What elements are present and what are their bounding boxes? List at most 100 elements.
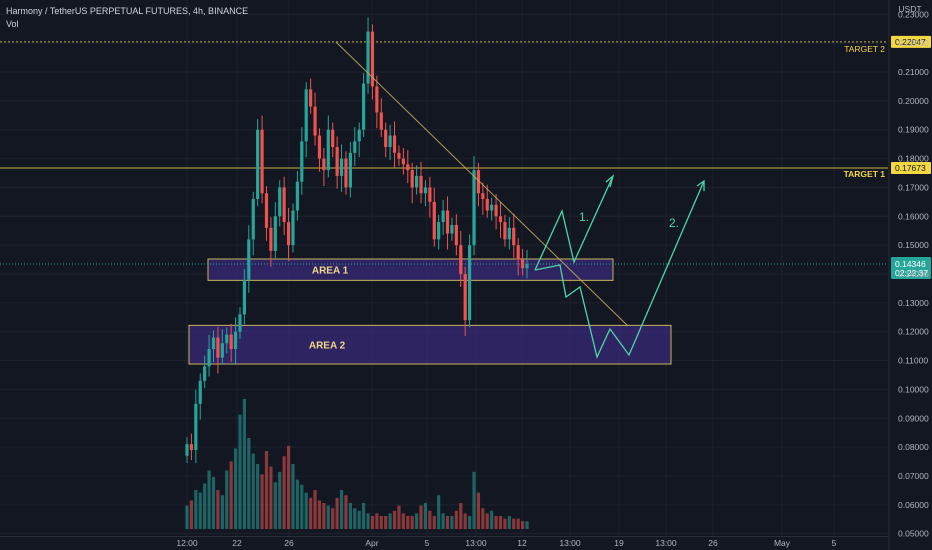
volume-bar: [490, 510, 494, 529]
volume-bar: [304, 492, 308, 529]
target-price-tag: [891, 162, 931, 175]
symbol-title[interactable]: Harmony / TetherUS PERPETUAL FUTURES, 4h…: [6, 6, 249, 16]
volume-label[interactable]: Vol: [6, 19, 19, 29]
candle-body: [406, 164, 410, 171]
volume-bar: [339, 490, 344, 529]
candle-body: [304, 89, 308, 142]
volume-bar: [419, 505, 423, 529]
candle-body: [437, 222, 441, 240]
x-tick-label: 26: [708, 538, 718, 548]
volume-bar: [295, 479, 299, 529]
volume-bar: [406, 516, 410, 529]
volume-bar: [516, 518, 520, 529]
candle-body: [335, 147, 339, 176]
candle-body: [309, 89, 313, 107]
candle-body: [472, 170, 476, 246]
candle-body: [415, 175, 419, 188]
volume-bar: [353, 508, 357, 529]
volume-bar: [282, 456, 286, 529]
candle-body: [494, 204, 498, 217]
target-levels: 0.22047 TARGET 2 0.17673 TARGET 1 0.1434602:…: [0, 35, 931, 280]
candle-body: [445, 210, 450, 234]
volume-bar: [300, 484, 304, 529]
volume-bar: [260, 474, 264, 529]
candle-body: [264, 193, 269, 228]
countdown-label: 02:22:37: [895, 268, 928, 278]
candle-body: [207, 349, 211, 367]
volume-bar: [450, 516, 454, 529]
candle-body: [238, 314, 242, 332]
y-tick-label: 0.17000: [898, 182, 929, 192]
zone-label: AREA 2: [309, 341, 346, 352]
volume-bar: [392, 510, 397, 529]
candle-body: [291, 210, 295, 246]
volume-bar: [512, 518, 516, 529]
volume-bar: [225, 470, 229, 529]
volume-bar: [375, 513, 379, 529]
volume-bar: [428, 510, 432, 529]
projection-arrow-2: [696, 179, 705, 191]
zones: AREA 1 AREA 2: [188, 258, 672, 365]
drawings: 1. 2.: [335, 41, 705, 359]
candle-body: [525, 264, 529, 269]
volume-bar: [397, 505, 401, 529]
scenario-label: 1.: [579, 210, 589, 224]
candle-body: [366, 31, 370, 84]
candles: [185, 17, 529, 463]
candle-body: [317, 135, 322, 159]
candle-body: [203, 366, 207, 381]
volume-bar: [194, 490, 198, 529]
y-tick-label: 0.05000: [898, 529, 929, 539]
time-axis: 12:00 22 26 Apr 5 13:00 12 13:00 19 13:00 26 May 5: [0, 536, 889, 548]
volume-bar: [423, 503, 428, 529]
volume-bar: [291, 464, 295, 529]
volume-bar: [247, 438, 251, 529]
chart-legend: Harmony / TetherUS PERPETUAL FUTURES, 4h…: [6, 5, 248, 31]
candle-body: [282, 187, 286, 223]
candle-body: [273, 216, 277, 251]
y-tick-label: 0.19000: [898, 125, 929, 135]
volume-bar: [379, 516, 383, 529]
candle-body: [242, 279, 247, 315]
x-tick-label: 26: [284, 538, 294, 548]
y-tick-label: 0.07000: [898, 471, 929, 481]
candle-body: [428, 187, 432, 202]
candle-body: [348, 152, 352, 188]
volume-bar: [454, 510, 458, 529]
volume-bar: [233, 448, 238, 529]
candle-body: [481, 193, 485, 199]
candle-body: [370, 31, 375, 87]
volume-bar: [198, 492, 202, 529]
projection-path-2: [534, 180, 705, 359]
candle-body: [454, 224, 458, 246]
volume-bar: [211, 477, 216, 529]
volume-bar: [185, 505, 189, 529]
x-tick-label: 12:00: [176, 538, 198, 548]
y-tick-label: 0.08000: [898, 442, 929, 452]
zone-box: [188, 324, 672, 365]
x-tick-label: 13:00: [655, 538, 677, 548]
candle-body: [498, 216, 503, 223]
candle-body: [198, 380, 202, 404]
candle-body: [295, 181, 299, 211]
y-tick-label: 0.18000: [898, 154, 929, 164]
candle-body: [441, 210, 445, 223]
volume-bar: [344, 495, 348, 529]
candle-body: [459, 245, 463, 274]
volume-bar: [309, 497, 313, 529]
volume-bar: [520, 521, 525, 529]
volume-bar: [357, 510, 361, 529]
candle-body: [512, 227, 516, 246]
candle-body: [233, 331, 238, 350]
target-price-label: 0.22047: [895, 37, 926, 47]
y-tick-label: 0.09000: [898, 413, 929, 423]
volume-bar: [401, 513, 405, 529]
volume-bar: [256, 464, 260, 529]
y-tick-label: 0.13000: [898, 298, 929, 308]
volume-bar: [220, 495, 224, 529]
current-price-label: 0.14346: [895, 259, 926, 269]
volume-bar: [203, 483, 207, 529]
candle-body: [256, 129, 260, 199]
